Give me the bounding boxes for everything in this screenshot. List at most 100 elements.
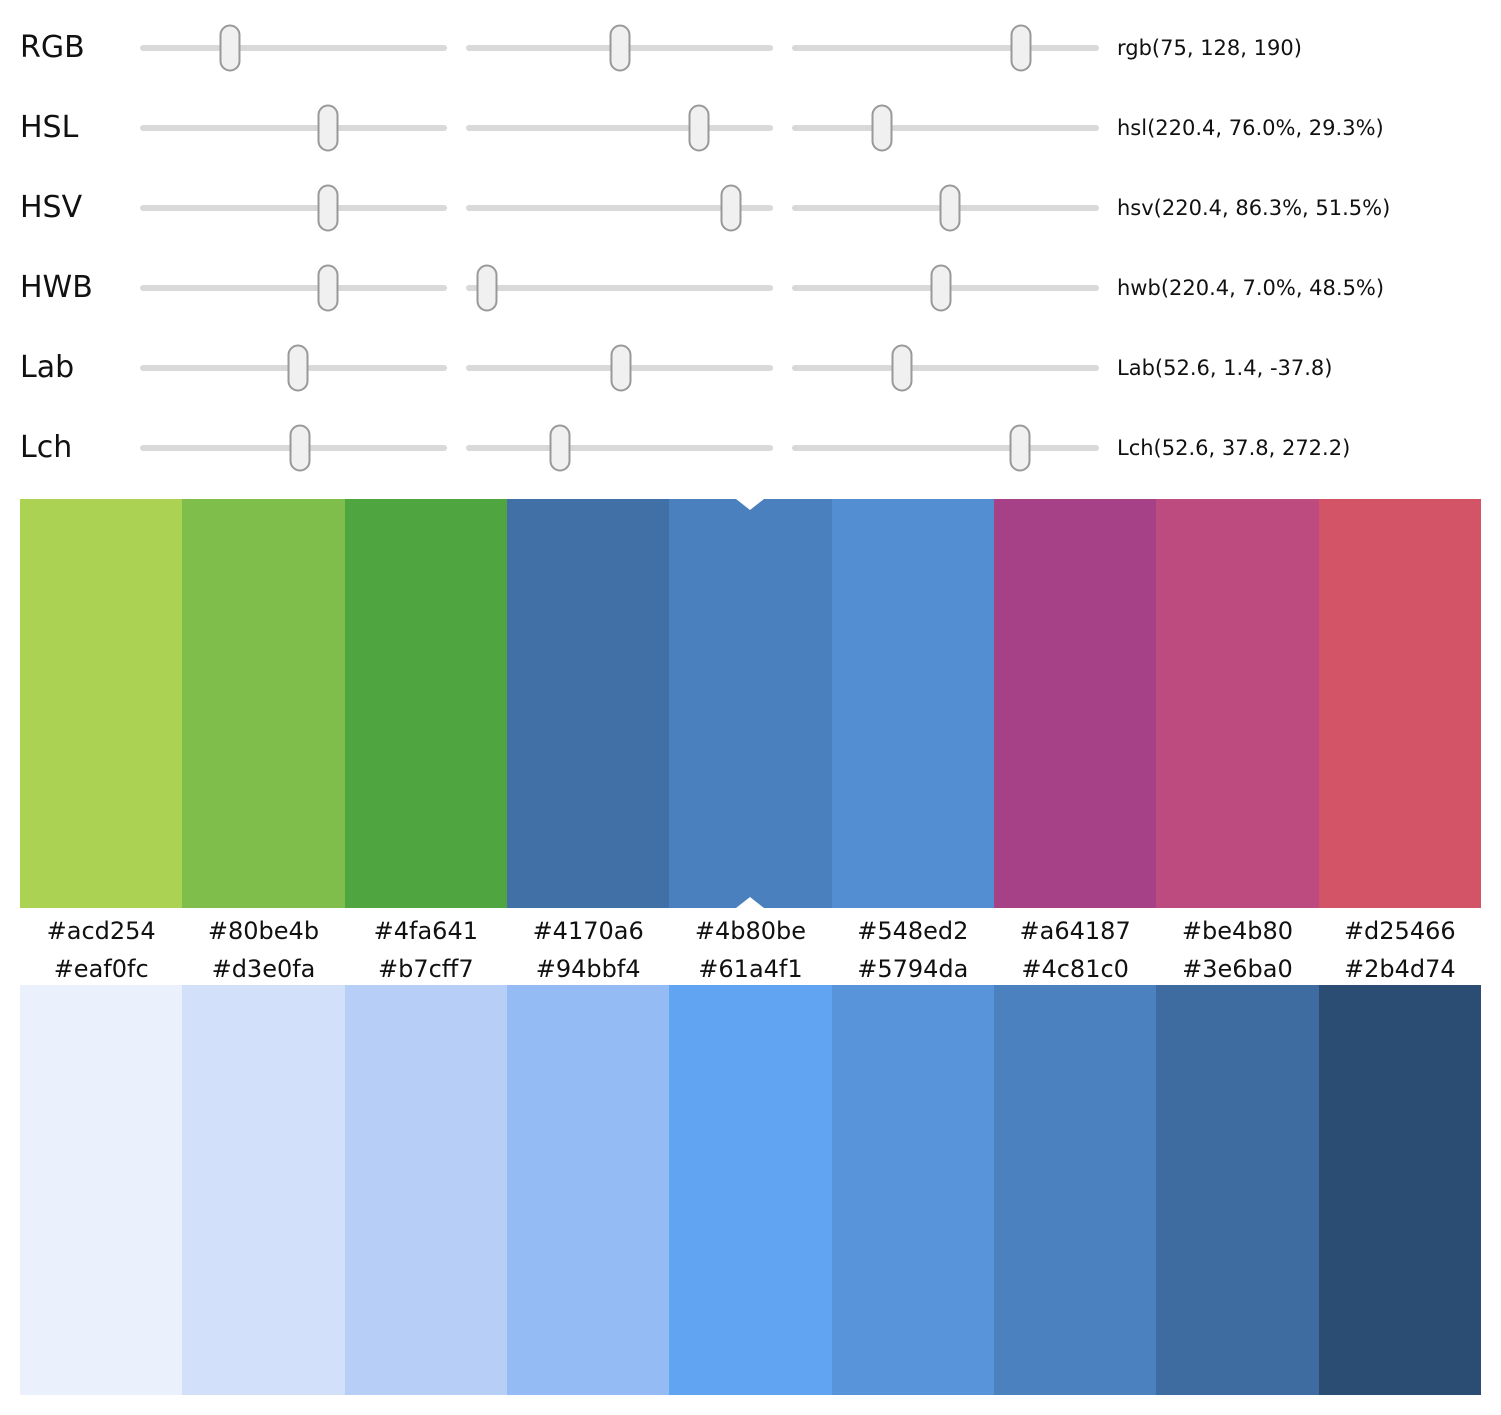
swatch-94bbf4[interactable] bbox=[506, 985, 670, 1395]
swatch-61a4f1[interactable] bbox=[669, 985, 832, 1395]
hex-label-acd254: #acd254 bbox=[46, 916, 156, 945]
hsv-saturation-slider-thumb[interactable] bbox=[720, 184, 742, 232]
lab-a-slider[interactable] bbox=[466, 344, 773, 392]
hex-label-a64187: #a64187 bbox=[1019, 916, 1131, 945]
lch-hue-slider[interactable] bbox=[792, 424, 1099, 472]
swatch-4b80be[interactable] bbox=[669, 499, 832, 908]
lab-b-slider[interactable] bbox=[792, 344, 1099, 392]
hex-label-eaf0fc: #eaf0fc bbox=[53, 955, 149, 983]
swatch-d3e0fa[interactable] bbox=[182, 985, 345, 1395]
slider-row-lab: Lab Lab(52.6, 1.4, -37.8) bbox=[0, 328, 1501, 408]
hwb-whiteness-slider-thumb[interactable] bbox=[476, 264, 498, 312]
rgb-blue-slider-thumb[interactable] bbox=[1010, 24, 1032, 72]
hwb-hue-slider-thumb[interactable] bbox=[317, 264, 339, 312]
swatch-4fa641[interactable] bbox=[344, 499, 507, 908]
swatch-2b4d74[interactable] bbox=[1318, 985, 1481, 1395]
hwb-hue-slider[interactable] bbox=[140, 264, 447, 312]
hsl-saturation-slider[interactable] bbox=[466, 104, 773, 152]
row-label-rgb: RGB bbox=[20, 30, 85, 65]
row-label-lab: Lab bbox=[20, 350, 75, 385]
hsl-hue-slider-thumb[interactable] bbox=[317, 104, 339, 152]
lch-chroma-slider-thumb[interactable] bbox=[549, 424, 571, 472]
rgb-tracks bbox=[140, 24, 1099, 72]
slider-row-hwb: HWB hwb(220.4, 7.0%, 48.5%) bbox=[0, 248, 1501, 328]
lab-l-slider-thumb[interactable] bbox=[287, 344, 309, 392]
rgb-red-slider[interactable] bbox=[140, 24, 447, 72]
swatch-80be4b[interactable] bbox=[182, 499, 345, 908]
selected-swatch-marker-bottom bbox=[736, 897, 765, 908]
lch-l-slider-thumb[interactable] bbox=[289, 424, 311, 472]
lab-l-slider[interactable] bbox=[140, 344, 447, 392]
hex-label-be4b80: #be4b80 bbox=[1181, 916, 1294, 945]
hwb-value-text: hwb(220.4, 7.0%, 48.5%) bbox=[1117, 276, 1385, 300]
slider-row-rgb: RGB rgb(75, 128, 190) bbox=[0, 8, 1501, 88]
hwb-whiteness-slider[interactable] bbox=[466, 264, 773, 312]
swatch-acd254[interactable] bbox=[20, 499, 183, 908]
swatch-eaf0fc[interactable] bbox=[20, 985, 183, 1395]
hsv-hue-slider-thumb[interactable] bbox=[317, 184, 339, 232]
scale-hex-labels: #eaf0fc #d3e0fa #b7cff7 #94bbf4 #61a4f1 #5794… bbox=[20, 953, 1481, 985]
hsl-hue-slider[interactable] bbox=[140, 104, 447, 152]
rgb-green-slider-thumb[interactable] bbox=[609, 24, 631, 72]
swatch-4c81c0[interactable] bbox=[993, 985, 1157, 1395]
hex-label-4c81c0: #4c81c0 bbox=[1021, 955, 1129, 983]
hex-label-3e6ba0: #3e6ba0 bbox=[1182, 955, 1293, 983]
row-label-hwb: HWB bbox=[20, 270, 93, 305]
rgb-red-slider-thumb[interactable] bbox=[219, 24, 241, 72]
hwb-blackness-slider-thumb[interactable] bbox=[930, 264, 952, 312]
tint-shade-scale-palette bbox=[20, 985, 1481, 1395]
hsv-hue-slider[interactable] bbox=[140, 184, 447, 232]
swatch-be4b80[interactable] bbox=[1156, 499, 1319, 908]
hsv-tracks bbox=[140, 184, 1099, 232]
hex-label-80be4b: #80be4b bbox=[207, 916, 320, 945]
swatch-b7cff7[interactable] bbox=[344, 985, 507, 1395]
hex-label-b7cff7: #b7cff7 bbox=[378, 955, 474, 983]
hex-label-4fa641: #4fa641 bbox=[373, 916, 478, 945]
lab-tracks bbox=[140, 344, 1099, 392]
hex-label-5794da: #5794da bbox=[857, 955, 969, 983]
swatch-a64187[interactable] bbox=[993, 499, 1157, 908]
row-label-lch: Lch bbox=[20, 430, 73, 465]
hex-label-548ed2: #548ed2 bbox=[857, 916, 969, 945]
hsv-saturation-slider[interactable] bbox=[466, 184, 773, 232]
hsv-value-slider-thumb[interactable] bbox=[939, 184, 961, 232]
hsl-lightness-slider[interactable] bbox=[792, 104, 1099, 152]
hwb-tracks bbox=[140, 264, 1099, 312]
swatch-548ed2[interactable] bbox=[831, 499, 994, 908]
lab-a-slider-thumb[interactable] bbox=[610, 344, 632, 392]
hwb-blackness-slider[interactable] bbox=[792, 264, 1099, 312]
hsl-value-text: hsl(220.4, 76.0%, 29.3%) bbox=[1117, 116, 1384, 140]
hsv-value-slider[interactable] bbox=[792, 184, 1099, 232]
hsl-tracks bbox=[140, 104, 1099, 152]
lab-b-slider-thumb[interactable] bbox=[891, 344, 913, 392]
lch-tracks bbox=[140, 424, 1099, 472]
hsl-lightness-slider-thumb[interactable] bbox=[871, 104, 893, 152]
slider-row-hsv: HSV hsv(220.4, 86.3%, 51.5%) bbox=[0, 168, 1501, 248]
variations-hex-labels: #acd254 #80be4b #4fa641 #4170a6 #4b80be #548e… bbox=[20, 908, 1481, 953]
row-label-hsv: HSV bbox=[20, 190, 83, 225]
hex-label-4b80be: #4b80be bbox=[694, 916, 807, 945]
selected-swatch-marker-top bbox=[736, 499, 765, 510]
hex-label-d3e0fa: #d3e0fa bbox=[211, 955, 316, 983]
lab-value-text: Lab(52.6, 1.4, -37.8) bbox=[1117, 356, 1333, 380]
lch-hue-slider-thumb[interactable] bbox=[1009, 424, 1031, 472]
hex-label-61a4f1: #61a4f1 bbox=[698, 955, 803, 983]
lch-chroma-slider[interactable] bbox=[466, 424, 773, 472]
hex-label-4170a6: #4170a6 bbox=[532, 916, 644, 945]
slider-panel: RGB rgb(75, 128, 190) HSL hsl(220.4, 76.… bbox=[0, 0, 1501, 488]
swatch-4170a6[interactable] bbox=[506, 499, 670, 908]
color-variations-palette bbox=[20, 499, 1481, 908]
swatch-d25466[interactable] bbox=[1318, 499, 1481, 908]
swatch-5794da[interactable] bbox=[831, 985, 994, 1395]
hex-label-94bbf4: #94bbf4 bbox=[535, 955, 641, 983]
hsl-saturation-slider-thumb[interactable] bbox=[688, 104, 710, 152]
rgb-green-slider[interactable] bbox=[466, 24, 773, 72]
swatch-3e6ba0[interactable] bbox=[1156, 985, 1319, 1395]
lch-value-text: Lch(52.6, 37.8, 272.2) bbox=[1117, 436, 1351, 460]
slider-row-lch: Lch Lch(52.6, 37.8, 272.2) bbox=[0, 408, 1501, 488]
slider-row-hsl: HSL hsl(220.4, 76.0%, 29.3%) bbox=[0, 88, 1501, 168]
lch-l-slider[interactable] bbox=[140, 424, 447, 472]
rgb-value-text: rgb(75, 128, 190) bbox=[1117, 36, 1302, 60]
rgb-blue-slider[interactable] bbox=[792, 24, 1099, 72]
